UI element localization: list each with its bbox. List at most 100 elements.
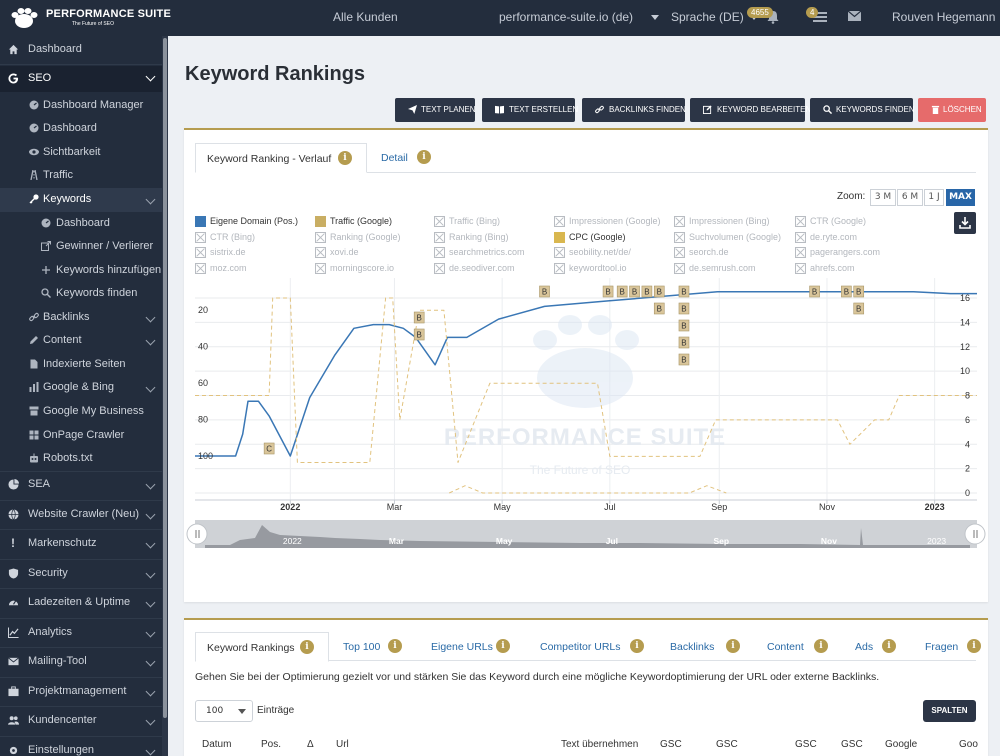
sidebar-item-keywords-finden[interactable]: Keywords finden [0,282,162,306]
sidebar-item-sea[interactable]: SEA [0,473,162,497]
sidebar-item-label: Content [43,334,82,346]
info-icon[interactable]: i [300,640,314,654]
briefcase-icon [8,686,19,697]
info-icon[interactable]: i [388,639,402,653]
sidebar-item-seo[interactable]: SEO [0,66,162,92]
customer-select[interactable]: Alle Kunden [333,10,398,24]
navigator-label: 2022 [283,536,302,546]
sidebar-item-analytics[interactable]: Analytics [0,621,162,645]
zoom-1j-button[interactable]: 1 J [924,189,944,206]
sidebar-item-robots-txt[interactable]: Robots.txt [0,447,162,471]
messages-button[interactable] [847,10,862,23]
annotation-flag [413,311,425,324]
sidebar-item-security[interactable]: Security [0,562,162,586]
tab-eigene-urls[interactable]: Eigene URLs i [419,632,525,662]
tab-backlinks[interactable]: Backlinks i [658,632,752,662]
logo[interactable]: PERFORMANCE SUITE The Future of SEO [10,6,171,30]
tasks-button[interactable] [813,11,829,25]
sidebar-item-ladezeiten-uptime[interactable]: Ladezeiten & Uptime [0,591,162,615]
button-label: TEXT ERSTELLEN [509,105,579,114]
column-header[interactable]: Google [885,739,918,750]
column-header[interactable]: Text übernehmen [561,739,639,750]
loeschen-button[interactable]: LÖSCHEN [918,98,986,122]
sidebar-item-keywords-dashboard[interactable]: Dashboard [0,212,162,236]
info-icon[interactable]: i [967,639,981,653]
tab-top-100[interactable]: Top 100 i [331,632,417,662]
annotation-label: B [856,305,861,314]
language-select[interactable]: Sprache (DE) [671,10,758,24]
sidebar-item-dashboard[interactable]: Dashboard [0,38,162,62]
chart-navigator[interactable]: 2022 Mar May Jul Sep Nov 2023 [186,520,986,548]
column-header[interactable]: GSC [660,739,682,750]
legend-label: CPC (Google) [569,232,626,242]
zoom-max-button[interactable]: MAX [946,189,975,206]
sidebar-item-dashboard-manager[interactable]: Dashboard Manager [0,94,162,118]
info-icon[interactable]: i [417,150,431,164]
entries-per-page-select[interactable]: 100 [195,700,253,722]
tab-detail[interactable]: Detail i [370,143,440,173]
sidebar-scrollbar[interactable] [162,36,168,756]
annotation-flag [539,285,550,298]
tab-keyword-ranking-verlauf[interactable]: Keyword Ranking - Verlauf i [195,143,367,173]
annotation-label: B [644,288,649,297]
column-header[interactable]: Δ [307,739,314,750]
sidebar-item-google-bing[interactable]: Google & Bing [0,376,162,400]
zoom-3m-button[interactable]: 3 M [870,189,896,206]
keyword-bearbeiten-button[interactable]: KEYWORD BEARBEITEN [690,98,811,122]
sidebar-item-keywords-hinzufuegen[interactable]: Keywords hinzufügen [0,259,162,283]
text-planen-button[interactable]: TEXT PLANEN [395,98,476,122]
chevron-down-icon [145,312,156,323]
column-header[interactable]: GSC [795,739,817,750]
info-icon[interactable]: i [496,639,510,653]
sidebar-item-google-my-business[interactable]: Google My Business [0,400,162,424]
tab-label: Eigene URLs [431,641,493,653]
info-icon[interactable]: i [882,639,896,653]
tab-competitor-urls[interactable]: Competitor URLs i [527,632,656,662]
column-header[interactable]: GSC [716,739,738,750]
column-header[interactable]: Url [336,739,349,750]
sidebar-item-einstellungen[interactable]: Einstellungen [0,739,162,756]
tab-label: Competitor URLs [540,641,621,653]
sidebar-item-sichtbarkeit[interactable]: Sichtbarkeit [0,141,162,165]
sidebar-item-gewinner-verlierer[interactable]: Gewinner / Verlierer [0,235,162,259]
sidebar-item-projektmanagement[interactable]: Projektmanagement [0,680,162,704]
sidebar-item-kundencenter[interactable]: Kundencenter [0,709,162,733]
user-menu[interactable]: Rouven Hegemann [892,10,995,24]
sidebar-item-label: Dashboard Manager [43,99,144,111]
domain-select[interactable]: performance-suite.io (de) [499,10,660,24]
info-icon[interactable]: i [726,639,740,653]
sidebar-item-traffic[interactable]: Traffic [0,164,162,188]
keywords-finden-button[interactable]: KEYWORDS FINDEN [810,98,915,122]
info-icon[interactable]: i [338,151,352,165]
tab-label: Detail [381,152,408,164]
tab-ads[interactable]: Ads i [843,632,911,662]
sidebar-item-indexierte-seiten[interactable]: Indexierte Seiten [0,353,162,377]
scrollbar-thumb[interactable] [163,38,167,718]
legend-label: xovi.de [330,247,359,257]
sidebar-item-backlinks[interactable]: Backlinks [0,306,162,330]
sidebar-item-keywords[interactable]: Keywords [0,188,162,212]
download-button[interactable] [954,212,976,234]
column-header[interactable]: Datum [202,739,232,750]
column-header[interactable]: GSC [841,739,863,750]
sidebar-item-markenschutz[interactable]: ! Markenschutz [0,532,162,556]
sidebar-item-seo-dashboard[interactable]: Dashboard [0,117,162,141]
button-label: BACKLINKS FINDEN [609,105,686,114]
zoom-6m-button[interactable]: 6 M [897,189,923,206]
info-icon[interactable]: i [630,639,644,653]
info-icon[interactable]: i [814,639,828,653]
keyword-ranking-chart[interactable]: PERFORMANCE SUITE The Future of SEO CBBB… [186,273,986,549]
backlinks-finden-button[interactable]: BACKLINKS FINDEN [582,98,686,122]
sidebar-item-content[interactable]: Content [0,329,162,353]
tab-fragen[interactable]: Fragen i [913,632,983,662]
column-header[interactable]: Goo [959,739,978,750]
text-erstellen-button[interactable]: TEXT ERSTELLEN [482,98,579,122]
tab-keyword-rankings[interactable]: Keyword Rankings i [195,632,329,662]
column-header[interactable]: Pos. [261,739,282,750]
sidebar-item-mailing-tool[interactable]: Mailing-Tool [0,650,162,674]
columns-button[interactable]: SPALTEN [923,700,976,722]
tab-content[interactable]: Content i [754,632,841,662]
sidebar-item-website-crawler[interactable]: Website Crawler (Neu) [0,503,162,527]
sidebar-item-onpage-crawler[interactable]: OnPage Crawler [0,424,162,448]
legend-label: searchmetrics.com [449,247,525,257]
